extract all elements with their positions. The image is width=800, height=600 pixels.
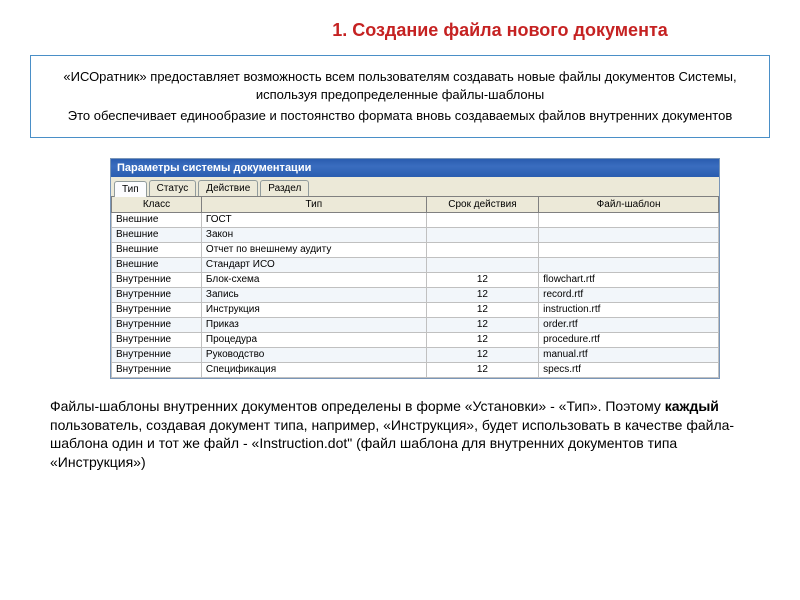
table-cell: 12 (426, 287, 538, 302)
table-row[interactable]: ВнутренниеИнструкция12instruction.rtf (112, 302, 719, 317)
table-cell: Отчет по внешнему аудиту (201, 242, 426, 257)
table-cell: Внутренние (112, 317, 202, 332)
table-row[interactable]: ВнешниеОтчет по внешнему аудиту (112, 242, 719, 257)
tab-status[interactable]: Статус (149, 180, 197, 196)
table-cell: instruction.rtf (539, 302, 719, 317)
window-titlebar: Параметры системы документации (111, 159, 719, 177)
table-cell: Внешние (112, 242, 202, 257)
table-cell: Закон (201, 227, 426, 242)
tab-type[interactable]: Тип (114, 181, 147, 197)
table-cell: Внешние (112, 257, 202, 272)
tab-strip: Тип Статус Действие Раздел (111, 177, 719, 196)
col-header-file[interactable]: Файл-шаблон (539, 196, 719, 212)
table-cell: Внешние (112, 212, 202, 227)
table-cell: procedure.rtf (539, 332, 719, 347)
table-row[interactable]: ВнутренниеЗапись12record.rtf (112, 287, 719, 302)
table-row[interactable]: ВнутренниеРуководство12manual.rtf (112, 347, 719, 362)
page-title: 1. Создание файла нового документа (30, 20, 770, 41)
table-cell: specs.rtf (539, 362, 719, 377)
footer-bold: каждый (665, 398, 719, 414)
footer-post: пользователь, создавая документ типа, на… (50, 417, 734, 471)
grid-header-row: Класс Тип Срок действия Файл-шаблон (112, 196, 719, 212)
table-cell (539, 242, 719, 257)
table-cell: 12 (426, 302, 538, 317)
table-row[interactable]: ВнутренниеПриказ12order.rtf (112, 317, 719, 332)
table-cell: manual.rtf (539, 347, 719, 362)
tab-section[interactable]: Раздел (260, 180, 309, 196)
table-cell: 12 (426, 362, 538, 377)
table-cell: Инструкция (201, 302, 426, 317)
table-cell: record.rtf (539, 287, 719, 302)
col-header-type[interactable]: Тип (201, 196, 426, 212)
app-window: Параметры системы документации Тип Стату… (110, 158, 720, 379)
intro-box: «ИСОратник» предоставляет возможность вс… (30, 55, 770, 138)
col-header-class[interactable]: Класс (112, 196, 202, 212)
table-cell: Внутренние (112, 347, 202, 362)
table-cell: 12 (426, 272, 538, 287)
table-cell: Приказ (201, 317, 426, 332)
table-row[interactable]: ВнутренниеСпецификация12specs.rtf (112, 362, 719, 377)
table-cell: 12 (426, 332, 538, 347)
table-cell: 12 (426, 347, 538, 362)
table-cell (426, 227, 538, 242)
table-cell: Внутренние (112, 302, 202, 317)
footer-pre: Файлы-шаблоны внутренних документов опре… (50, 398, 665, 414)
table-cell: Внутренние (112, 362, 202, 377)
table-cell: Внутренние (112, 287, 202, 302)
table-cell: 12 (426, 317, 538, 332)
table-cell (426, 242, 538, 257)
table-cell (539, 257, 719, 272)
table-cell: ГОСТ (201, 212, 426, 227)
table-cell: Внешние (112, 227, 202, 242)
table-row[interactable]: ВнутренниеПроцедура12procedure.rtf (112, 332, 719, 347)
footer-text: Файлы-шаблоны внутренних документов опре… (50, 397, 750, 473)
table-cell: Запись (201, 287, 426, 302)
table-cell (539, 212, 719, 227)
table-cell: flowchart.rtf (539, 272, 719, 287)
table-row[interactable]: ВнутренниеБлок-схема12flowchart.rtf (112, 272, 719, 287)
tab-action[interactable]: Действие (198, 180, 258, 196)
table-row[interactable]: ВнешниеЗакон (112, 227, 719, 242)
table-row[interactable]: ВнешниеГОСТ (112, 212, 719, 227)
table-cell: Процедура (201, 332, 426, 347)
table-cell (539, 227, 719, 242)
data-grid: Класс Тип Срок действия Файл-шаблон Внеш… (111, 196, 719, 378)
table-cell: order.rtf (539, 317, 719, 332)
table-cell (426, 257, 538, 272)
table-cell: Стандарт ИСО (201, 257, 426, 272)
col-header-term[interactable]: Срок действия (426, 196, 538, 212)
table-row[interactable]: ВнешниеСтандарт ИСО (112, 257, 719, 272)
table-cell (426, 212, 538, 227)
table-cell: Блок-схема (201, 272, 426, 287)
intro-paragraph-1: «ИСОратник» предоставляет возможность вс… (43, 68, 757, 103)
table-cell: Руководство (201, 347, 426, 362)
table-cell: Внутренние (112, 272, 202, 287)
table-cell: Спецификация (201, 362, 426, 377)
table-cell: Внутренние (112, 332, 202, 347)
intro-paragraph-2: Это обеспечивает единообразие и постоянс… (43, 107, 757, 125)
